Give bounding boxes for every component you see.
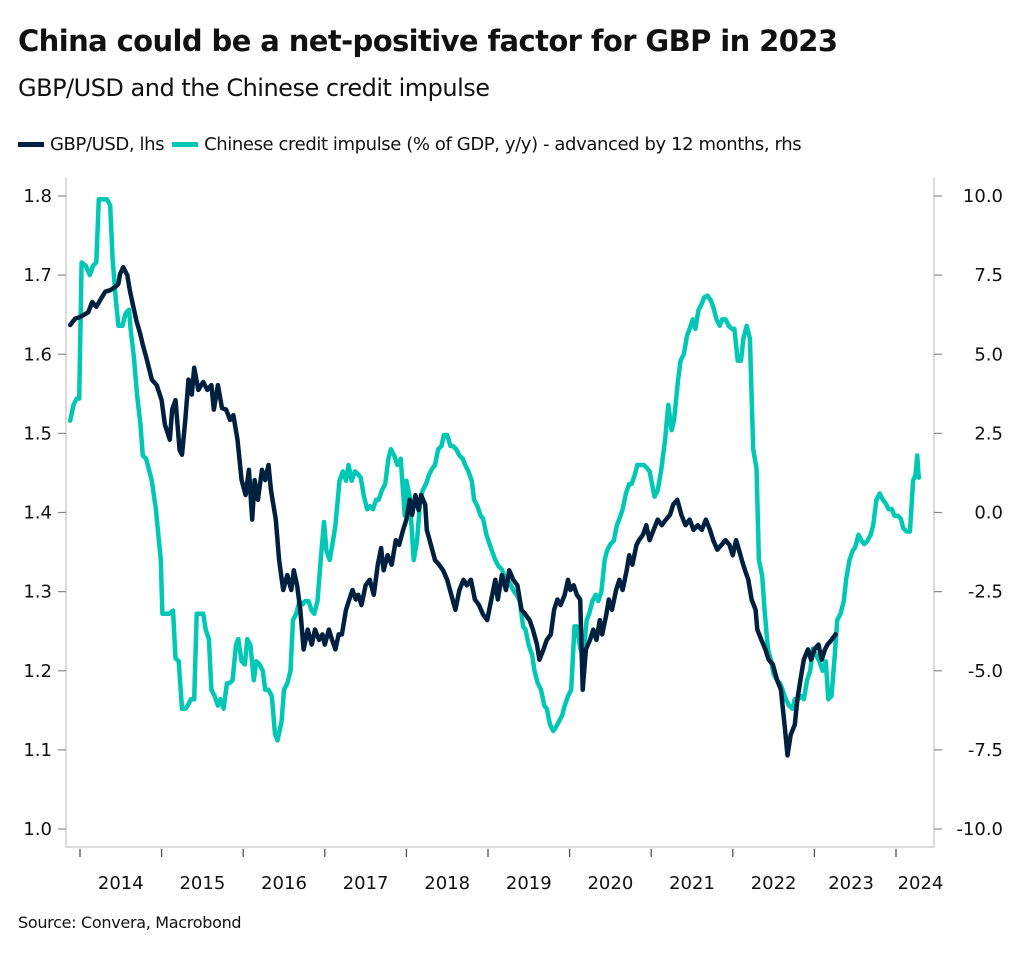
y-right-tick-label: -10.0 [956, 819, 1003, 840]
series-group [67, 196, 922, 758]
y-right-tick-label: 5.0 [974, 344, 1003, 365]
y-right-tick-label: -7.5 [968, 740, 1003, 761]
x-tick-label: 2019 [506, 873, 552, 894]
x-tick-label: 2016 [261, 873, 307, 894]
y-left-tick-label: 1.7 [23, 265, 52, 286]
x-tick-label: 2015 [179, 873, 225, 894]
plot-frame [65, 178, 935, 848]
legend-item-credit-impulse: Chinese credit impulse (% of GDP, y/y) -… [172, 134, 802, 155]
chart-subtitle: GBP/USD and the Chinese credit impulse [18, 74, 490, 102]
x-tick-label: 2018 [424, 873, 470, 894]
y-right-tick-label: 10.0 [963, 186, 1003, 207]
y-left-tick-label: 1.0 [23, 819, 52, 840]
x-axis: 2014 2015 2016 2017 2018 2019 2020 2021 2022 2023… [79, 849, 944, 894]
y-right-tick-label: -5.0 [968, 661, 1003, 682]
legend-swatch-gbpusd [18, 142, 44, 147]
legend-label-credit-impulse: Chinese credit impulse (% of GDP, y/y) -… [204, 134, 802, 155]
legend-label-gbpusd: GBP/USD, lhs [50, 134, 165, 155]
y-right-tick-label: 7.5 [974, 265, 1003, 286]
source-note: Source: Convera, Macrobond [18, 913, 242, 932]
y-axis-left: 1.0 1.1 1.2 1.3 1.4 1.5 1.6 1.7 1.8 [23, 186, 66, 840]
x-tick-label: 2014 [98, 873, 144, 894]
y-left-tick-label: 1.6 [23, 344, 52, 365]
legend-item-gbpusd: GBP/USD, lhs [18, 134, 165, 155]
x-tick-label: 2017 [343, 873, 389, 894]
x-tick-label: 2021 [669, 873, 715, 894]
x-tick-label: 2020 [587, 873, 633, 894]
y-right-tick-label: 0.0 [974, 503, 1003, 524]
series-line-gbpusd [67, 264, 838, 758]
y-left-tick-label: 1.1 [23, 740, 52, 761]
y-left-tick-label: 1.3 [23, 582, 52, 603]
y-left-tick-label: 1.2 [23, 661, 52, 682]
y-axis-right: -10.0 -7.5 -5.0 -2.5 0.0 2.5 5.0 7.5 10.0 [934, 186, 1003, 840]
series-line-credit-impulse [67, 196, 922, 743]
y-left-tick-label: 1.8 [23, 186, 52, 207]
y-left-tick-label: 1.4 [23, 503, 52, 524]
y-left-tick-label: 1.5 [23, 423, 52, 444]
legend: GBP/USD, lhs Chinese credit impulse (% o… [18, 134, 809, 155]
y-right-tick-label: -2.5 [968, 582, 1003, 603]
chart-title: China could be a net-positive factor for… [18, 24, 838, 58]
x-tick-label: 2024 [898, 873, 944, 894]
x-tick-label: 2022 [751, 873, 797, 894]
x-tick-label: 2023 [828, 873, 874, 894]
y-right-tick-label: 2.5 [974, 423, 1003, 444]
legend-swatch-credit-impulse [172, 142, 199, 147]
plot-border [65, 178, 935, 848]
